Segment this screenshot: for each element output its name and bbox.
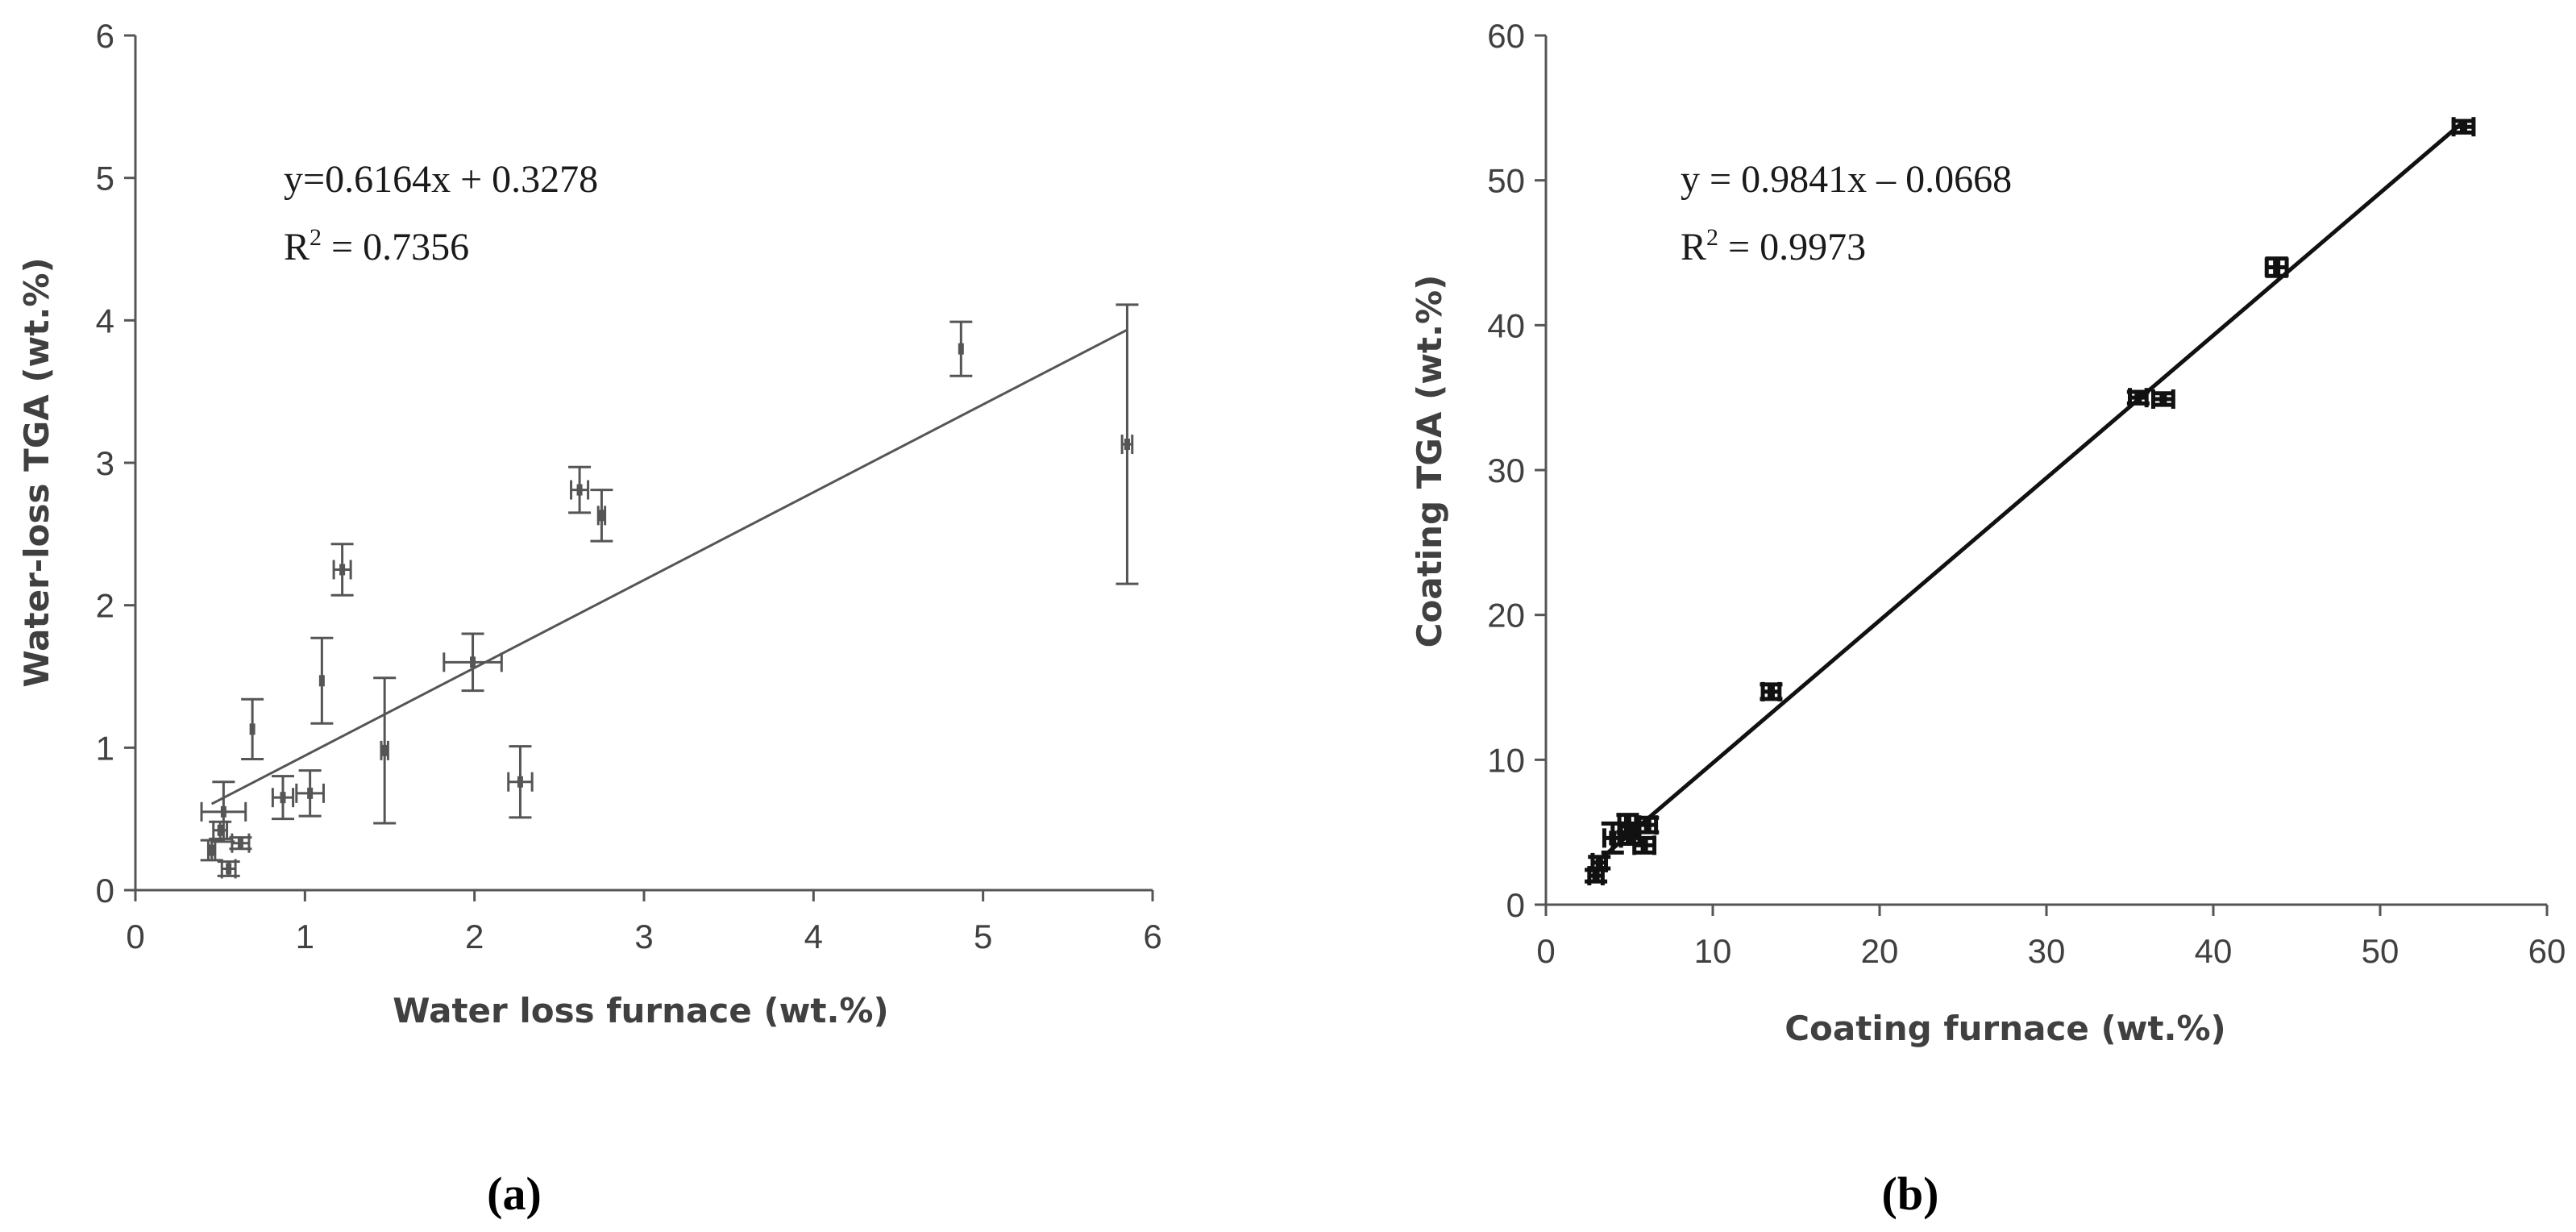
data-marker <box>1124 439 1130 451</box>
data-marker <box>1595 855 1603 870</box>
chart-a-y-tick-label: 2 <box>96 587 114 625</box>
data-marker <box>1623 816 1631 831</box>
data-marker <box>1643 818 1652 833</box>
chart-b-x-tick-label: 30 <box>2028 932 2066 970</box>
chart-a-r-squared: R2 = 0.7356 <box>284 224 469 268</box>
chart-a-x-tick-label: 3 <box>634 918 653 955</box>
chart-a-data-point <box>295 769 325 818</box>
data-marker <box>226 863 232 875</box>
chart-a-x-tick-label: 5 <box>974 918 992 955</box>
chart-a-data-point <box>949 320 973 377</box>
chart-b-data-point <box>1632 835 1657 855</box>
chart-b-data-point <box>1588 852 1611 872</box>
chart-b-data-point <box>1617 824 1642 847</box>
chart-a-data-point <box>200 839 223 862</box>
chart-panel-a: 0 1 2 3 4 5 6 0 1 2 3 4 5 6 y=0.6164x + 0.3278 R2 = … <box>17 17 1162 1220</box>
data-marker <box>2273 260 2281 275</box>
chart-a-x-tick-label: 0 <box>126 918 144 955</box>
chart-b-y-tick-label: 0 <box>1506 886 1525 924</box>
chart-a-x-tick-label: 4 <box>804 918 823 955</box>
chart-b-y-tick-label: 50 <box>1487 162 1525 200</box>
chart-a-x-tick-label: 2 <box>465 918 484 955</box>
data-marker <box>209 844 215 856</box>
chart-a-data-point <box>241 697 264 760</box>
chart-b-data-point <box>2126 388 2150 408</box>
chart-panel-b: 0 10 20 30 40 50 60 0 10 20 30 40 50 60 y = 0.9841x … <box>1410 17 2566 1220</box>
chart-a-data-point <box>209 820 232 840</box>
chart-b-x-axis-label: Coating furnace (wt.%) <box>1785 1009 2226 1048</box>
chart-a-y-tick-label: 3 <box>96 444 114 482</box>
chart-b-r-squared: R2 = 0.9973 <box>1681 224 1866 268</box>
data-marker <box>517 776 523 788</box>
data-marker <box>381 744 388 756</box>
chart-a-y-tick-label: 1 <box>96 729 114 767</box>
chart-b-data-point <box>1760 681 1783 701</box>
chart-b-data-point <box>2264 256 2289 278</box>
data-marker <box>217 824 223 836</box>
chart-a-data-point <box>507 745 534 819</box>
chart-a-trendline <box>210 328 1128 805</box>
chart-a-y-tick-label: 6 <box>96 17 114 55</box>
chart-a-data-point <box>229 833 252 853</box>
data-marker <box>1592 868 1600 884</box>
chart-a-data-point <box>330 543 354 597</box>
chart-b-y-tick-label: 10 <box>1487 741 1525 779</box>
chart-a-data-point <box>271 775 295 821</box>
chart-a-y-tick-label: 5 <box>96 160 114 198</box>
data-marker <box>307 787 314 799</box>
chart-b-x-tick-label: 0 <box>1536 932 1555 970</box>
chart-a-data-point <box>590 489 613 543</box>
panel-label-a: (a) <box>487 1167 542 1220</box>
data-marker <box>598 510 605 522</box>
chart-a-data-point <box>1116 303 1139 585</box>
data-marker <box>220 805 226 818</box>
data-marker <box>1640 838 1648 853</box>
data-marker <box>2134 390 2142 406</box>
data-marker <box>1609 830 1617 846</box>
chart-a-x-tick-label: 1 <box>296 918 314 955</box>
chart-b-trendline <box>1594 119 2466 865</box>
chart-b-x-tick-label: 50 <box>2362 932 2399 970</box>
chart-b-y-axis-label: Coating TGA (wt.%) <box>1410 275 1449 648</box>
data-marker <box>2159 391 2167 406</box>
data-marker <box>237 837 243 849</box>
chart-a-y-tick-label: 4 <box>96 302 114 339</box>
data-marker <box>1767 684 1775 699</box>
chart-b-y-tick-label: 60 <box>1487 17 1525 55</box>
chart-a-data-point <box>442 632 503 693</box>
data-marker <box>1626 827 1633 843</box>
chart-b-y-tick-label: 40 <box>1487 306 1525 344</box>
data-marker <box>576 484 583 496</box>
chart-a-data-point <box>217 859 240 879</box>
chart-a-equation: y=0.6164x + 0.3278 <box>284 158 598 201</box>
chart-b-x-tick-label: 20 <box>1861 932 1899 970</box>
chart-b-equation: y = 0.9841x – 0.0668 <box>1681 158 2012 201</box>
chart-b-x-tick-label: 10 <box>1694 932 1732 970</box>
chart-a-data-point <box>373 676 397 825</box>
chart-a-data-point <box>310 636 334 725</box>
chart-a-x-axis-label: Water loss furnace (wt.%) <box>393 991 888 1030</box>
data-marker <box>318 675 325 687</box>
chart-a-y-tick-label: 0 <box>96 872 114 909</box>
data-marker <box>249 723 256 735</box>
chart-b-x-tick-label: 40 <box>2195 932 2233 970</box>
chart-b-data-point <box>2150 389 2175 409</box>
panel-label-b: (b) <box>1882 1167 1939 1220</box>
data-marker <box>280 792 286 804</box>
data-marker <box>339 564 346 576</box>
data-marker <box>958 343 964 355</box>
chart-b-data-point <box>1636 815 1660 835</box>
chart-a-data-point <box>568 465 592 514</box>
chart-a-y-axis-label: Water-loss TGA (wt.%) <box>17 257 56 687</box>
chart-b-data-point <box>2451 117 2476 137</box>
chart-a-x-tick-label: 6 <box>1143 918 1161 955</box>
chart-b-y-tick-label: 20 <box>1487 597 1525 635</box>
chart-b-y-tick-label: 30 <box>1487 452 1525 489</box>
data-marker <box>470 656 476 668</box>
data-marker <box>2460 119 2467 135</box>
chart-b-x-tick-label: 60 <box>2528 932 2566 970</box>
